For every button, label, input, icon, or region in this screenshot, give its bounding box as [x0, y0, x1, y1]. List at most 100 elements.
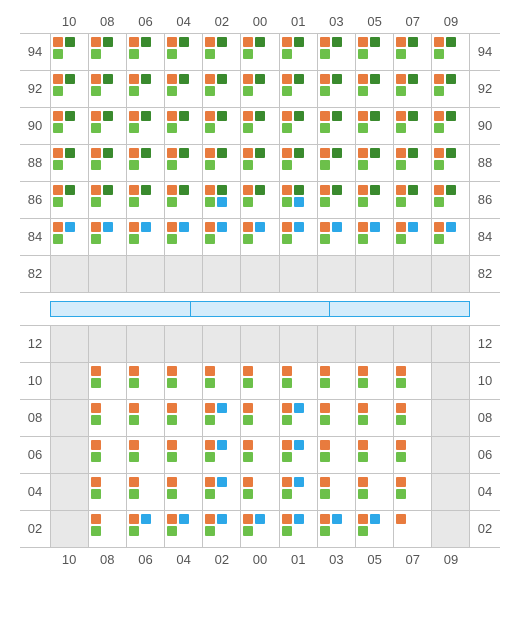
row-label-right: 06: [470, 437, 500, 473]
grid-cell: [89, 219, 127, 255]
grid-cell: [165, 326, 203, 362]
marker-o: [320, 74, 330, 84]
marker-g: [396, 452, 406, 462]
grid-cell: [89, 400, 127, 436]
marker-o: [129, 111, 139, 121]
marker-d: [294, 148, 304, 158]
grid-cell: [89, 182, 127, 218]
marker-e: [332, 366, 342, 376]
grid-cell: [432, 219, 470, 255]
marker-o: [358, 440, 368, 450]
marker-g: [129, 123, 139, 133]
row-label-right: 84: [470, 219, 500, 255]
marker-o: [167, 111, 177, 121]
bottom-grid: 121210100808060604040202: [20, 325, 500, 548]
grid-cell: [203, 511, 241, 547]
marker-d: [370, 185, 380, 195]
grid-cell: [318, 437, 356, 473]
col-header: 06: [126, 548, 164, 571]
marker-b: [294, 403, 304, 413]
grid-row: 0606: [20, 437, 500, 474]
row-label-left: 08: [20, 400, 50, 436]
marker-g: [358, 489, 368, 499]
marker-d: [446, 111, 456, 121]
grid-cell: [356, 108, 394, 144]
marker-o: [358, 148, 368, 158]
row-label-right: 88: [470, 145, 500, 181]
col-header: 02: [203, 548, 241, 571]
marker-g: [205, 415, 215, 425]
col-header: 07: [394, 548, 432, 571]
grid-cell: [356, 145, 394, 181]
marker-b: [446, 222, 456, 232]
row-label-left: 82: [20, 256, 50, 292]
col-header: 09: [432, 10, 470, 33]
grid-cell: [241, 145, 279, 181]
marker-d: [332, 185, 342, 195]
grid-cell: [318, 71, 356, 107]
row-label-left: 12: [20, 326, 50, 362]
marker-g: [53, 234, 63, 244]
marker-g: [282, 526, 292, 536]
marker-d: [370, 37, 380, 47]
marker-o: [358, 366, 368, 376]
marker-g: [243, 234, 253, 244]
marker-d: [255, 111, 265, 121]
marker-b: [179, 514, 189, 524]
col-header: 01: [279, 10, 317, 33]
marker-o: [53, 148, 63, 158]
marker-d: [141, 111, 151, 121]
grid-cell: [165, 108, 203, 144]
grid-cell: [356, 363, 394, 399]
marker-b: [294, 477, 304, 487]
grid-cell: [432, 182, 470, 218]
grid-cell: [203, 108, 241, 144]
marker-g: [91, 378, 101, 388]
marker-g: [320, 452, 330, 462]
marker-g: [167, 234, 177, 244]
marker-d: [332, 148, 342, 158]
marker-g: [91, 49, 101, 59]
grid-cell: [280, 71, 318, 107]
grid-cell: [165, 71, 203, 107]
marker-g: [91, 123, 101, 133]
marker-o: [243, 477, 253, 487]
grid-cell: [356, 256, 394, 292]
grid-cell: [280, 437, 318, 473]
row-label-left: 92: [20, 71, 50, 107]
grid-cell: [318, 511, 356, 547]
bottom-col-headers: 1008060402000103050709: [20, 548, 500, 571]
marker-o: [167, 477, 177, 487]
grid-cell: [127, 182, 165, 218]
grid-cell: [356, 400, 394, 436]
marker-g: [91, 489, 101, 499]
marker-d: [255, 37, 265, 47]
marker-o: [167, 403, 177, 413]
marker-e: [141, 440, 151, 450]
marker-e: [141, 403, 151, 413]
marker-e: [103, 440, 113, 450]
marker-b: [217, 477, 227, 487]
marker-o: [205, 366, 215, 376]
marker-e: [332, 403, 342, 413]
grid-row: 1212: [20, 326, 500, 363]
grid-cell: [165, 256, 203, 292]
row-label-left: 04: [20, 474, 50, 510]
marker-g: [205, 452, 215, 462]
marker-g: [53, 49, 63, 59]
marker-o: [205, 440, 215, 450]
marker-g: [358, 415, 368, 425]
marker-o: [320, 185, 330, 195]
col-header: 00: [241, 10, 279, 33]
grid-cell: [203, 219, 241, 255]
marker-g: [129, 49, 139, 59]
grid-cell: [241, 71, 279, 107]
grid-row: 1010: [20, 363, 500, 400]
grid-cell: [127, 71, 165, 107]
marker-g: [434, 123, 444, 133]
grid-cell: [165, 363, 203, 399]
marker-o: [282, 37, 292, 47]
marker-g: [167, 197, 177, 207]
marker-o: [91, 148, 101, 158]
marker-g: [320, 526, 330, 536]
